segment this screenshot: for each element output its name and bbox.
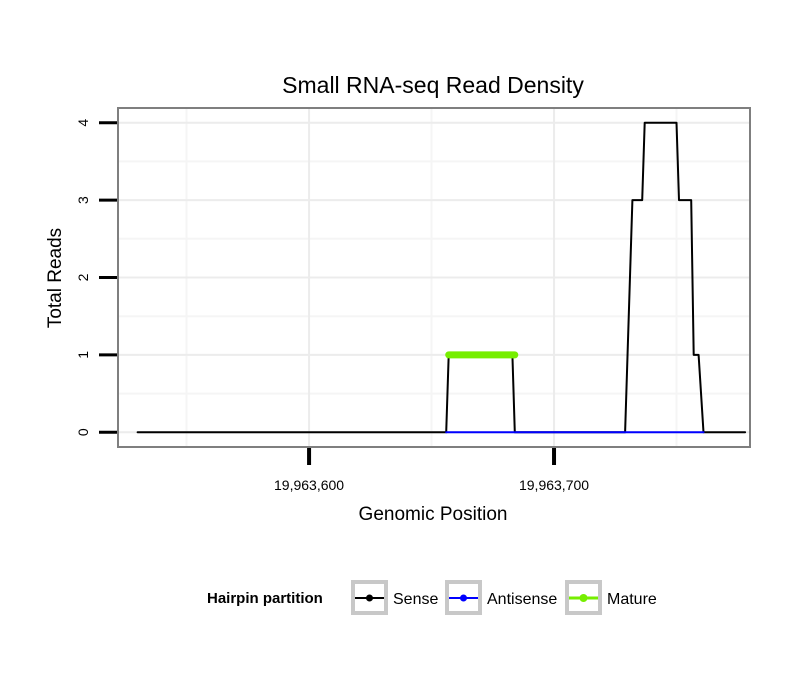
y-tick-label: 3 xyxy=(75,196,91,204)
chart-title: Small RNA-seq Read Density xyxy=(282,72,584,98)
y-tick-label: 2 xyxy=(75,273,91,281)
x-tick-label: 19,963,700 xyxy=(519,477,589,493)
y-axis-title: Total Reads xyxy=(45,228,66,328)
y-tick-label: 4 xyxy=(75,119,91,127)
series-group xyxy=(136,121,747,434)
legend-marker-mature xyxy=(579,594,588,602)
plot-panel-border xyxy=(117,107,751,448)
legend-label-antisense: Antisense xyxy=(487,591,557,608)
legend-marker-antisense xyxy=(460,594,467,602)
legend-title: Hairpin partition xyxy=(207,590,323,607)
x-axis-title: Genomic Position xyxy=(359,504,508,525)
legend-marker-sense xyxy=(366,594,373,602)
x-tick-label: 19,963,600 xyxy=(274,477,344,493)
axes: 0 1 2 3 4 19,963,600 19,963,700 xyxy=(75,119,589,493)
legend-entry-mature: Mature xyxy=(565,580,657,615)
legend-label-mature: Mature xyxy=(607,591,657,608)
grid xyxy=(118,108,750,447)
y-tick-label: 0 xyxy=(75,428,91,436)
legend-entry-antisense: Antisense xyxy=(445,580,557,615)
legend: Hairpin partition Sense Antisense Mature xyxy=(207,580,657,615)
y-tick-label: 1 xyxy=(75,351,91,359)
legend-label-sense: Sense xyxy=(393,591,438,608)
legend-entry-sense: Sense xyxy=(351,580,438,615)
